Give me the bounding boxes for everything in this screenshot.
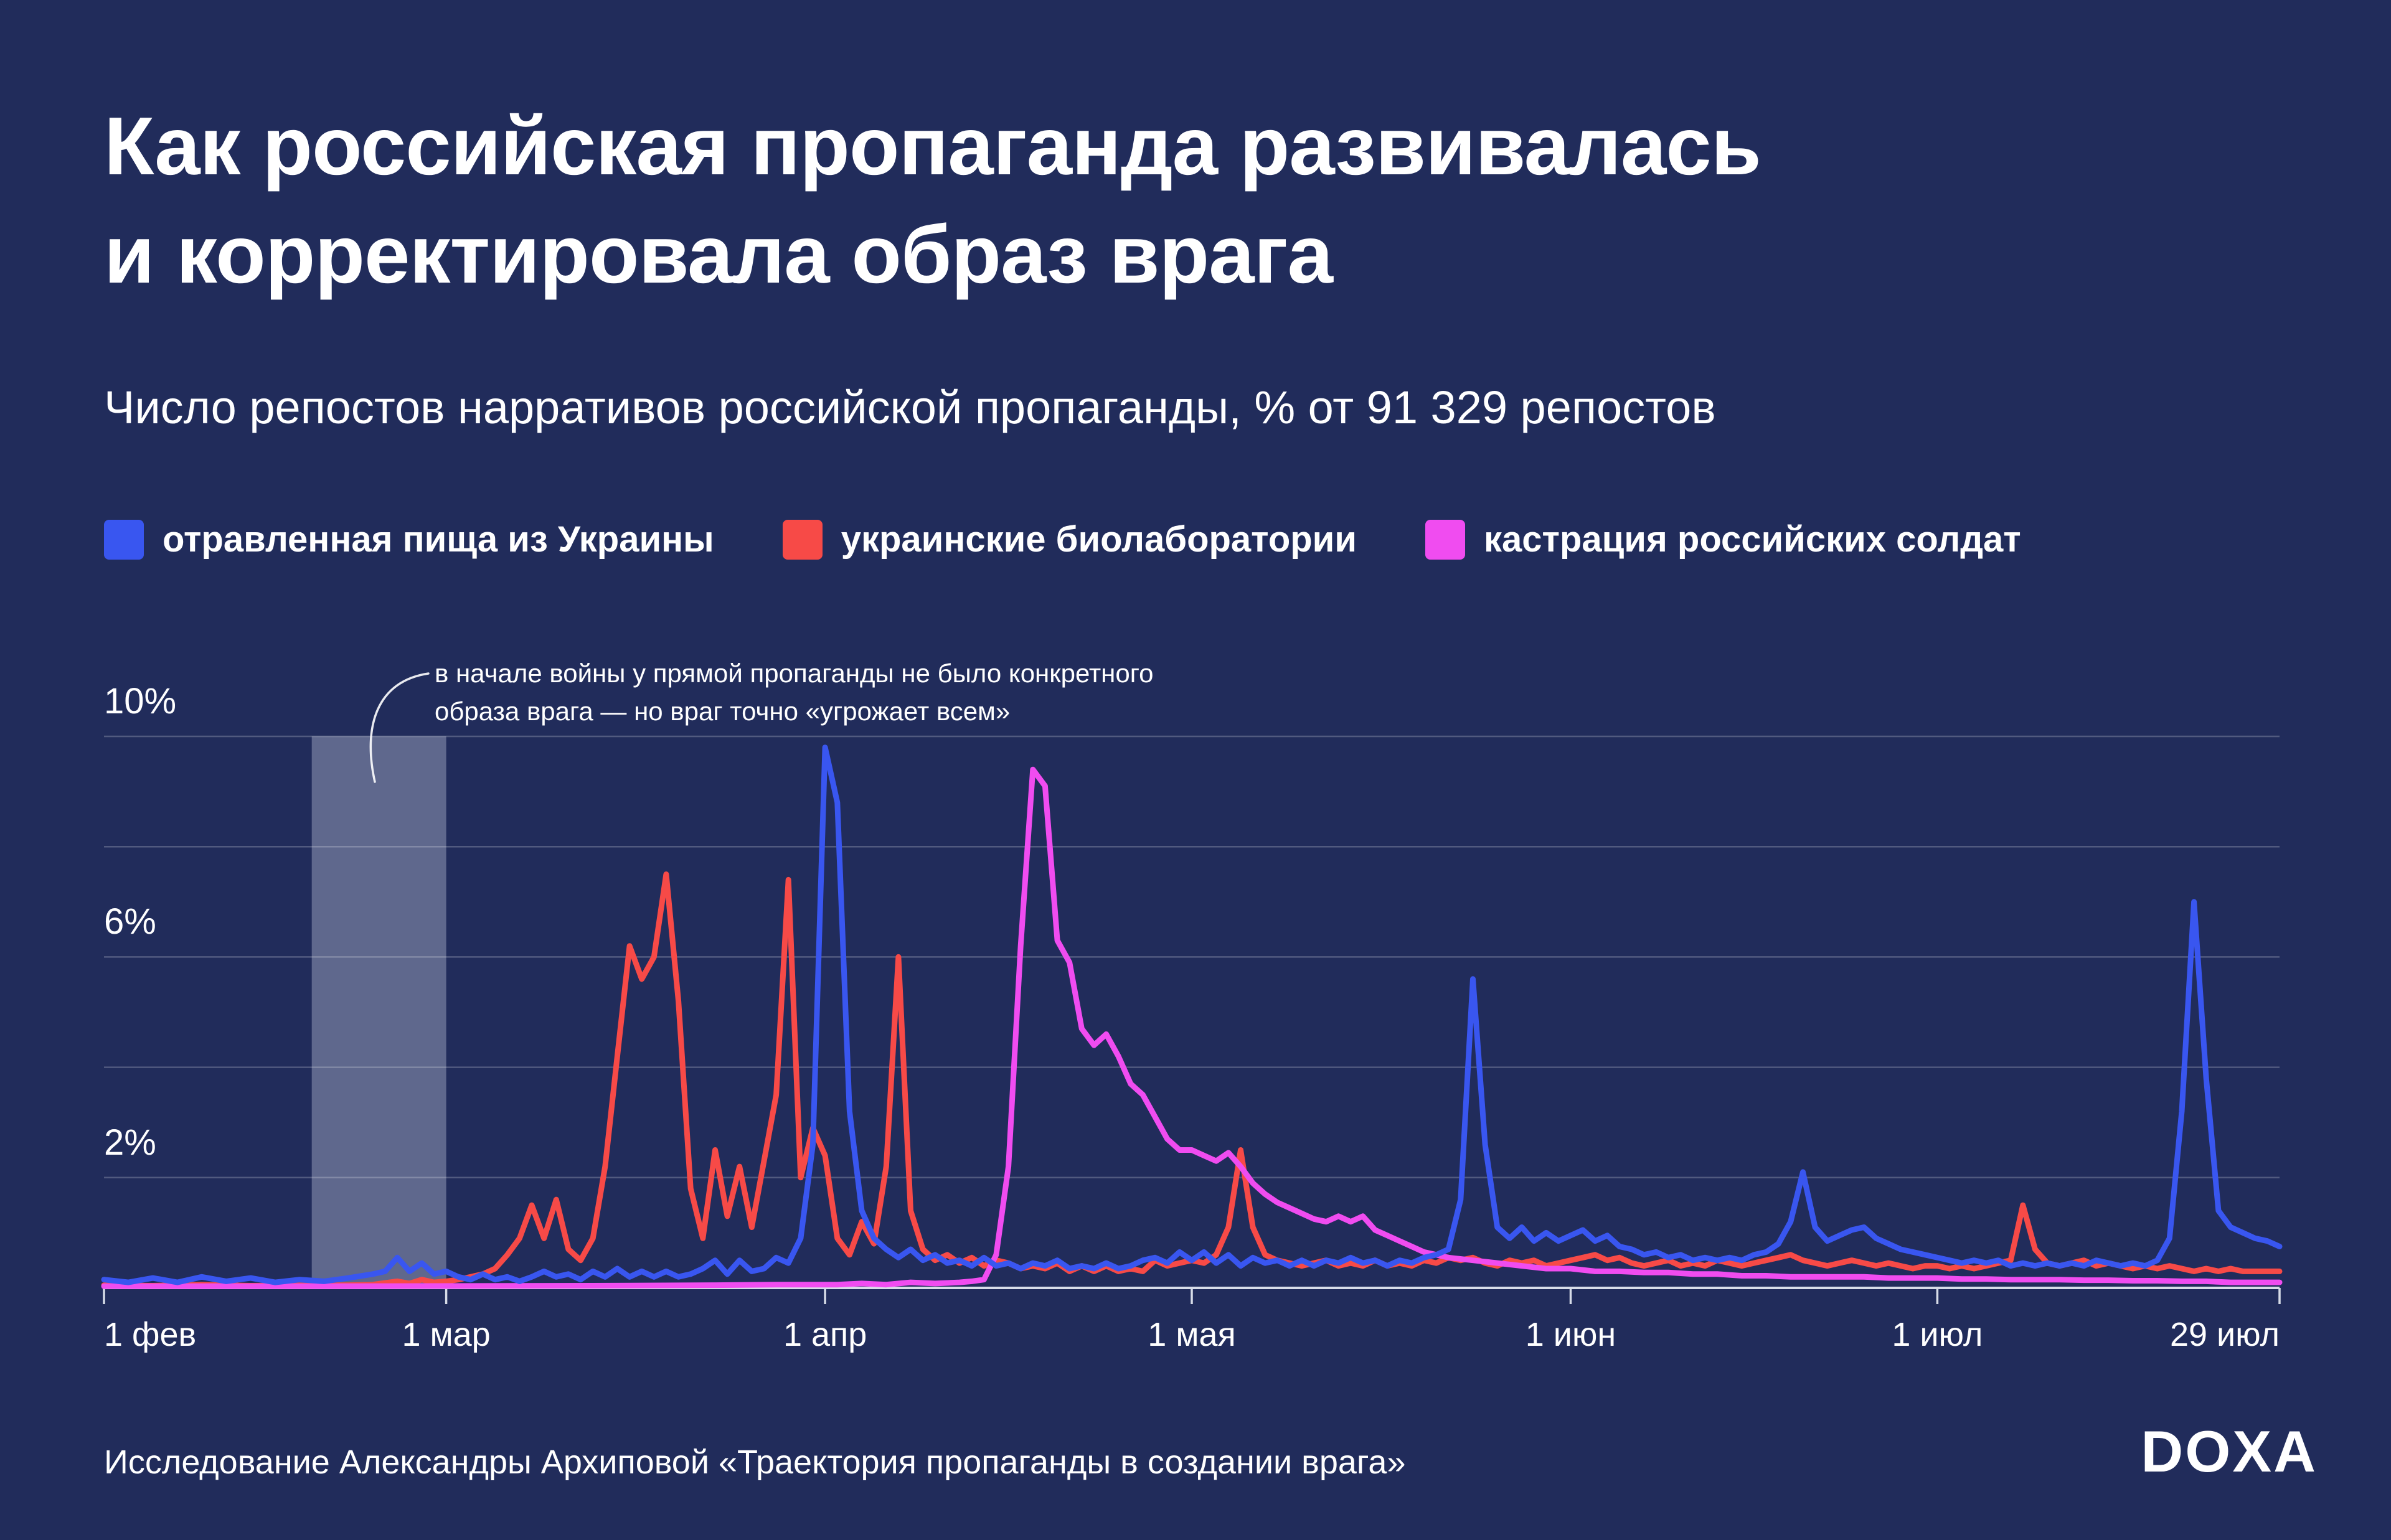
- war-start-band-rect: [311, 736, 446, 1288]
- x-axis: [103, 1287, 2281, 1304]
- war-start-highlight-band: [311, 736, 446, 1288]
- chart-annotation-line2: образа врага — но враг точно «угрожает в…: [435, 696, 1011, 726]
- legend-swatch-blue-icon: [104, 519, 144, 560]
- legend-label-castration: кастрация российских солдат: [1484, 519, 2021, 560]
- source-credit: Исследование Александры Архиповой «Траек…: [104, 1444, 1406, 1481]
- page-subtitle: Число репостов нарративов российской про…: [104, 382, 1716, 433]
- gridlines: [104, 735, 2280, 1179]
- series-line-magenta: [101, 766, 2283, 1289]
- legend-item-biolabs: украинские биолаборатории: [782, 519, 1357, 560]
- series-line-blue: [101, 744, 2283, 1285]
- legend-label-biolabs: украинские биолаборатории: [841, 519, 1357, 560]
- doxa-logo: DOXA: [2141, 1419, 2318, 1484]
- chart-annotation: в начале войны у прямой пропаганды не бы…: [435, 655, 1154, 731]
- page-title: Как российская пропаганда развивалась и …: [104, 92, 1761, 309]
- series-lines: [101, 744, 2283, 1289]
- legend-swatch-red-icon: [782, 519, 823, 560]
- legend-item-castration: кастрация российских солдат: [1425, 519, 2021, 560]
- page-title-line1: Как российская пропаганда развивалась: [104, 100, 1761, 192]
- page-title-line2: и корректировала образ врага: [104, 209, 1333, 301]
- chart-annotation-line1: в начале войны у прямой пропаганды не бы…: [435, 659, 1154, 688]
- legend-item-poisoned-food: отравленная пища из Украины: [104, 519, 714, 560]
- legend: отравленная пища из Украины украинские б…: [104, 519, 2021, 560]
- legend-label-poisoned-food: отравленная пища из Украины: [163, 519, 714, 560]
- annotation-arrow-icon: [369, 672, 430, 783]
- legend-swatch-magenta-icon: [1425, 519, 1465, 560]
